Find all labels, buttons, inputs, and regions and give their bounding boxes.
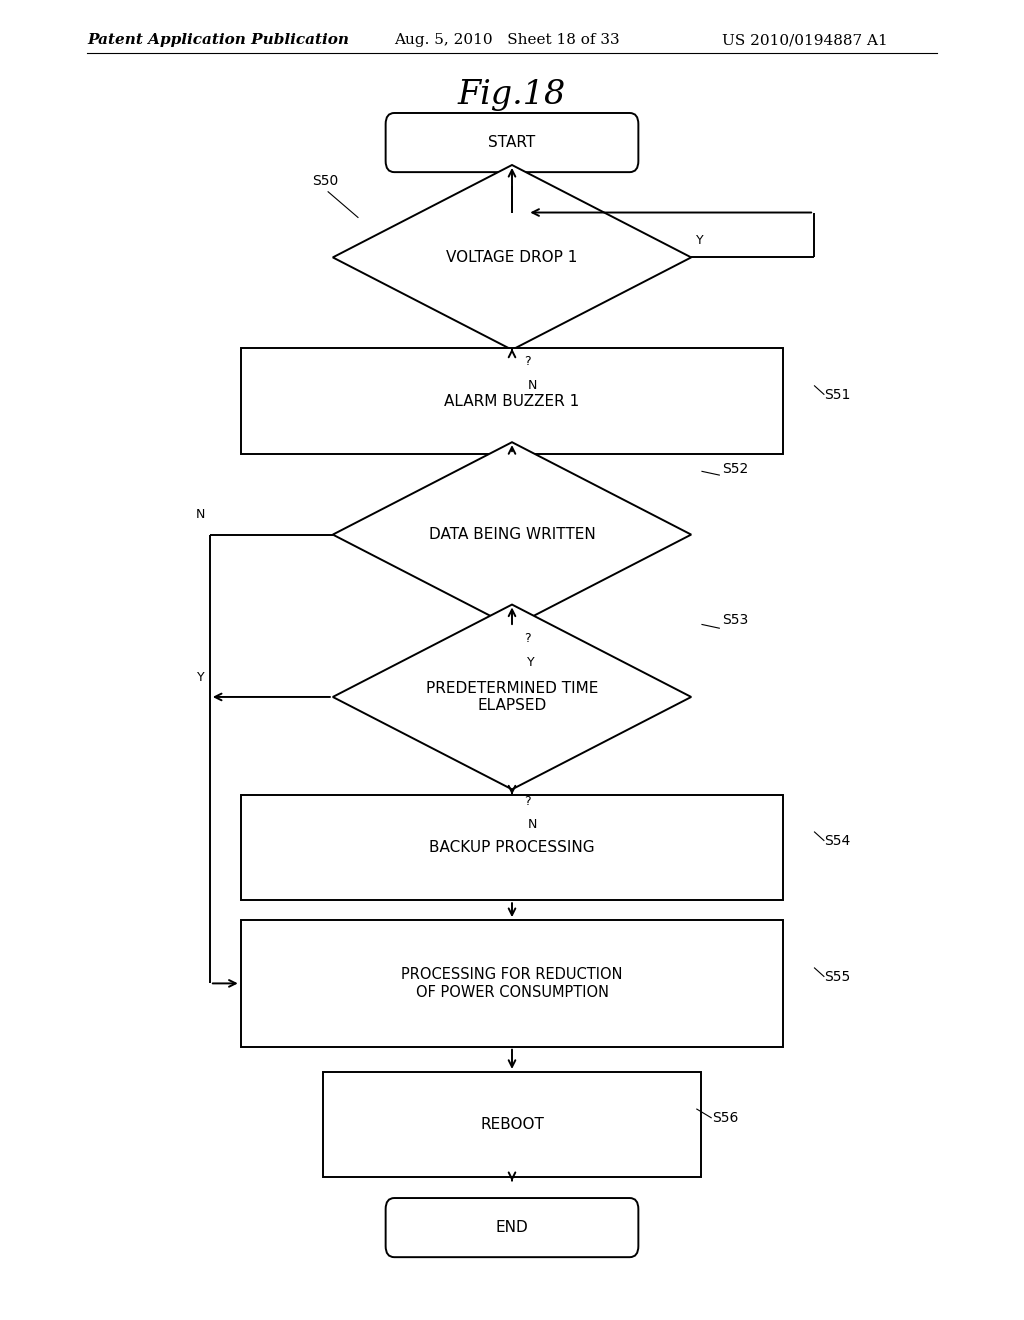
Polygon shape: [333, 442, 691, 627]
Text: N: N: [196, 508, 205, 521]
Text: Fig.18: Fig.18: [458, 79, 566, 111]
Text: Patent Application Publication: Patent Application Publication: [87, 33, 349, 48]
Polygon shape: [333, 165, 691, 350]
Text: ?: ?: [524, 355, 530, 368]
Text: S51: S51: [824, 388, 851, 401]
Text: ALARM BUZZER 1: ALARM BUZZER 1: [444, 393, 580, 409]
FancyBboxPatch shape: [386, 1199, 638, 1257]
Text: END: END: [496, 1220, 528, 1236]
Text: N: N: [527, 818, 537, 832]
Text: N: N: [527, 379, 537, 392]
Text: S55: S55: [824, 970, 851, 983]
Text: VOLTAGE DROP 1: VOLTAGE DROP 1: [446, 249, 578, 265]
Bar: [323, 1072, 701, 1177]
Text: S56: S56: [712, 1111, 738, 1125]
Text: PROCESSING FOR REDUCTION
OF POWER CONSUMPTION: PROCESSING FOR REDUCTION OF POWER CONSUM…: [401, 968, 623, 999]
Text: Y: Y: [198, 671, 205, 684]
Text: PREDETERMINED TIME
ELAPSED: PREDETERMINED TIME ELAPSED: [426, 681, 598, 713]
Text: BACKUP PROCESSING: BACKUP PROCESSING: [429, 840, 595, 855]
Text: ?: ?: [524, 795, 530, 808]
Bar: [241, 795, 783, 900]
Polygon shape: [333, 605, 691, 789]
Text: REBOOT: REBOOT: [480, 1117, 544, 1133]
Text: S52: S52: [722, 462, 749, 475]
Text: S54: S54: [824, 834, 851, 847]
Text: DATA BEING WRITTEN: DATA BEING WRITTEN: [429, 527, 595, 543]
Text: START: START: [488, 135, 536, 150]
Text: ?: ?: [524, 632, 530, 645]
Text: US 2010/0194887 A1: US 2010/0194887 A1: [722, 33, 888, 48]
Text: Y: Y: [527, 656, 535, 669]
Bar: [241, 348, 783, 454]
Text: Aug. 5, 2010   Sheet 18 of 33: Aug. 5, 2010 Sheet 18 of 33: [394, 33, 620, 48]
Text: Y: Y: [696, 234, 703, 247]
Bar: [241, 920, 783, 1047]
Text: S50: S50: [312, 174, 339, 187]
FancyBboxPatch shape: [386, 114, 638, 172]
Text: S53: S53: [722, 614, 749, 627]
